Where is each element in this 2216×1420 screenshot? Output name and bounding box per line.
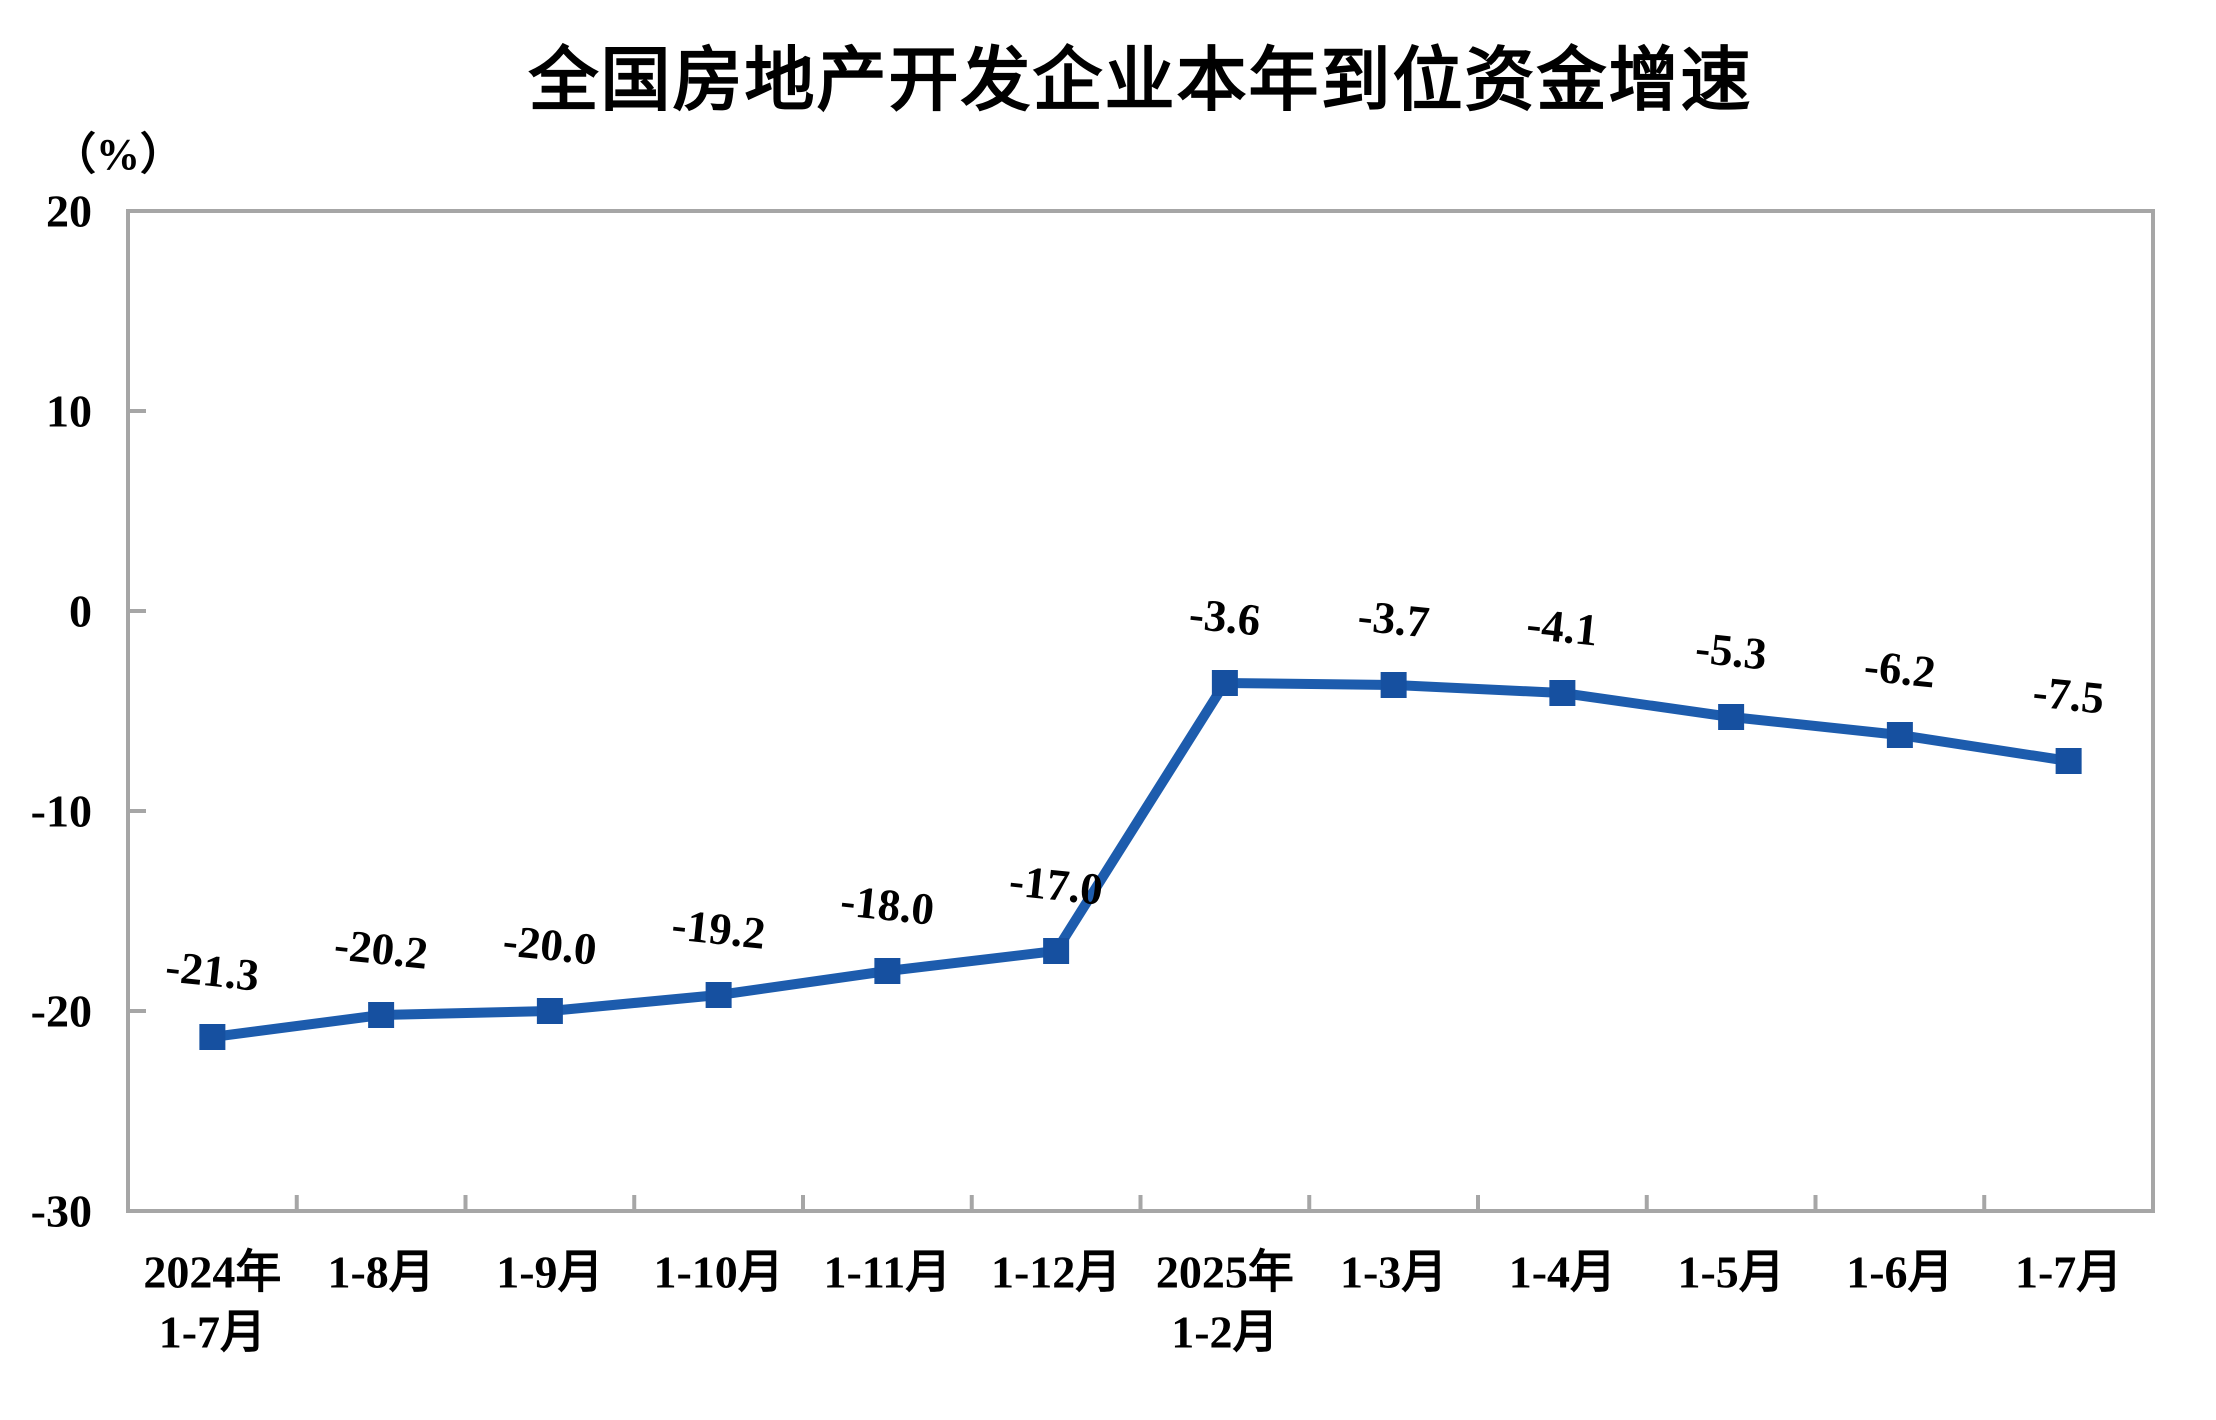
x-axis-tick-label: 2025年 [1156, 1247, 1294, 1298]
y-axis-tick-label: 20 [46, 186, 92, 237]
data-point-marker [874, 958, 901, 984]
data-point-marker [1380, 672, 1407, 698]
x-axis-tick-label: 1-11月 [823, 1247, 951, 1298]
data-point-label: -4.1 [1524, 598, 1600, 655]
data-point-label: -3.7 [1356, 590, 1432, 647]
data-point-marker [1211, 670, 1238, 696]
data-point-marker [368, 1002, 395, 1028]
data-point-label: -3.6 [1187, 588, 1263, 645]
x-axis-tick-label: 1-9月 [496, 1247, 603, 1298]
x-axis-tick-label: 1-12月 [991, 1247, 1121, 1298]
data-series-line [211, 677, 2070, 1042]
data-point-marker [1718, 704, 1745, 730]
y-axis-tick-label: -30 [31, 1186, 92, 1237]
data-point-marker [199, 1024, 226, 1050]
x-axis-tick-label: 1-10月 [653, 1247, 783, 1298]
y-axis-tick-label: -20 [31, 986, 92, 1037]
data-point-label: -20.2 [332, 919, 430, 979]
data-point-marker [536, 998, 563, 1024]
x-axis-tick-label: 1-6月 [1846, 1247, 1953, 1298]
data-point-label: -6.2 [1862, 640, 1938, 697]
data-point-marker [1886, 722, 1913, 748]
data-point-marker [2055, 748, 2082, 774]
data-point-label: -20.0 [501, 915, 599, 975]
data-point-marker [705, 982, 732, 1008]
x-axis-tick-label: 1-3月 [1340, 1247, 1447, 1298]
data-point-label: -5.3 [1693, 622, 1769, 679]
y-axis-unit-label: （%） [52, 130, 184, 179]
x-axis-tick-label: 1-2月 [1171, 1307, 1278, 1358]
data-point-marker [1549, 680, 1576, 706]
y-axis-tick-label: 0 [69, 586, 92, 637]
x-axis-tick-label: 1-4月 [1509, 1247, 1616, 1298]
data-point-marker [1043, 938, 1070, 964]
plot-border [126, 209, 2155, 1213]
data-point-label: -19.2 [669, 899, 767, 959]
x-axis-tick-label: 1-8月 [327, 1247, 434, 1298]
x-axis-tick-label: 2024年 [143, 1247, 281, 1298]
x-axis-tick-label: 1-5月 [1677, 1247, 1784, 1298]
data-point-label: -7.5 [2031, 666, 2107, 723]
y-axis-tick-label: -10 [31, 786, 92, 837]
x-axis-tick-label: 1-7月 [159, 1307, 266, 1358]
data-point-label: -18.0 [838, 875, 936, 935]
x-axis-tick-label: 1-7月 [2015, 1247, 2122, 1298]
y-axis-tick-label: 10 [46, 386, 92, 437]
chart-title: 全国房地产开发企业本年到位资金增速 [528, 43, 1753, 120]
data-point-label: -17.0 [1007, 855, 1105, 915]
data-point-label: -21.3 [163, 941, 261, 1001]
